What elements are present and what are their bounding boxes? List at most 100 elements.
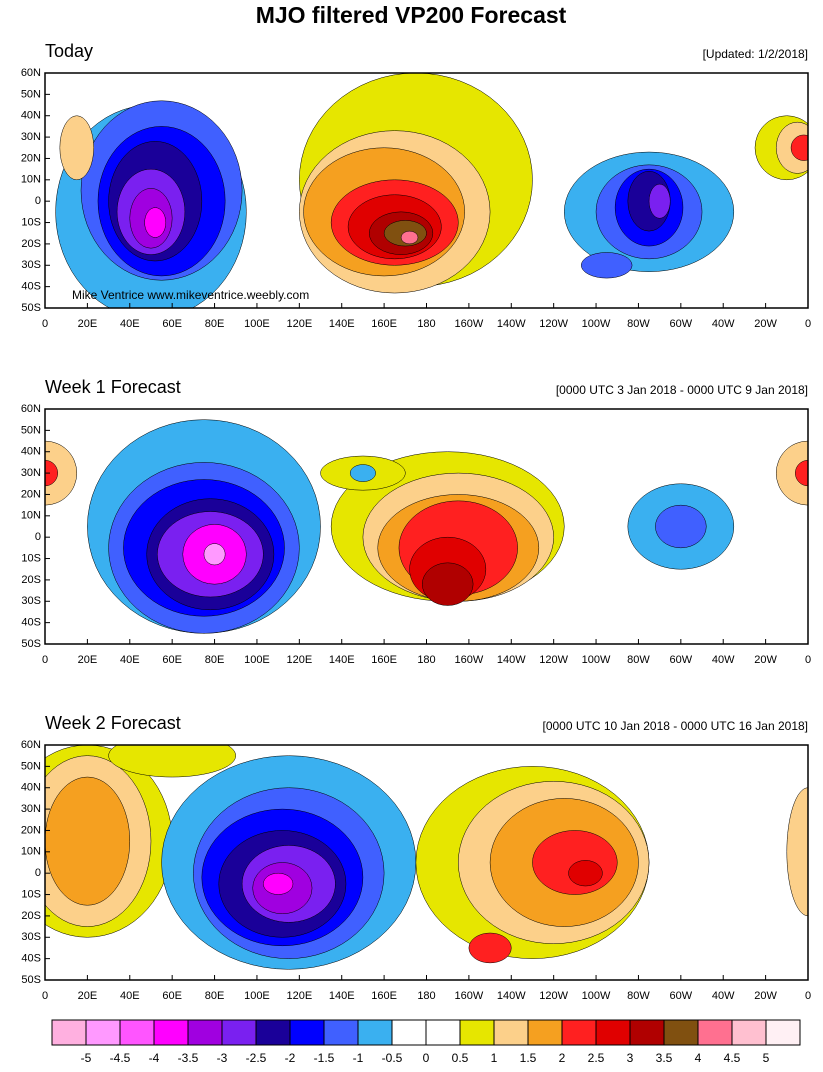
- colorbar-box: [187, 1019, 223, 1046]
- lat-label: 30N: [21, 131, 41, 143]
- lat-label: 30N: [21, 467, 41, 479]
- colorbar-box: [493, 1019, 529, 1046]
- lon-label: 120W: [539, 654, 568, 666]
- lat-label: 20S: [21, 238, 41, 250]
- colorbar-box: [629, 1019, 665, 1046]
- lon-label: 60E: [162, 654, 182, 666]
- colorbar-box: [357, 1019, 393, 1046]
- lon-label: 80E: [205, 990, 225, 1002]
- colorbar-box: [731, 1019, 767, 1046]
- lon-label: 140W: [497, 318, 526, 330]
- lon-label: 120E: [286, 654, 312, 666]
- contour-region: [422, 562, 474, 606]
- colorbar-label: -4.5: [110, 1051, 131, 1065]
- contour-region: [45, 776, 131, 906]
- contour-region: [568, 860, 603, 887]
- lat-label: 30S: [21, 595, 41, 607]
- lat-label: 0: [35, 195, 41, 207]
- colorbar-label: -4: [149, 1051, 160, 1065]
- lon-label: 0: [805, 990, 811, 1002]
- lon-label: 20W: [754, 654, 777, 666]
- colorbar-label: -1.5: [314, 1051, 335, 1065]
- colorbar-label: 0: [423, 1051, 430, 1065]
- lon-label: 80W: [627, 654, 650, 666]
- map-panel: Week 1 Forecast [0000 UTC 3 Jan 2018 - 00…: [21, 377, 811, 666]
- contour-region: [45, 440, 78, 506]
- colorbar-box: [221, 1019, 257, 1046]
- contour-region: [468, 932, 512, 964]
- lat-label: 20S: [21, 910, 41, 922]
- lat-label: 10S: [21, 552, 41, 564]
- contour-region: [532, 830, 618, 895]
- lat-label: 30N: [21, 803, 41, 815]
- lon-label: 100W: [582, 318, 611, 330]
- lon-label: 40E: [120, 990, 140, 1002]
- colorbar-box: [255, 1019, 291, 1046]
- lat-label: 40N: [21, 782, 41, 794]
- figure-title: MJO filtered VP200 Forecast: [256, 2, 567, 28]
- colorbar-label: -3.5: [178, 1051, 199, 1065]
- contour-region: [655, 504, 707, 549]
- panel-title: Week 1 Forecast: [45, 377, 181, 397]
- lon-label: 60W: [670, 318, 693, 330]
- lon-label: 40W: [712, 990, 735, 1002]
- lat-label: 20S: [21, 574, 41, 586]
- colorbar-box: [459, 1019, 495, 1046]
- lon-label: 160W: [455, 654, 484, 666]
- lon-label: 20E: [78, 990, 98, 1002]
- lon-label: 160E: [371, 654, 397, 666]
- lon-label: 120W: [539, 318, 568, 330]
- colorbar-box: [51, 1019, 87, 1046]
- colorbar-box: [425, 1019, 461, 1046]
- contour-region: [648, 183, 671, 219]
- lon-label: 160E: [371, 990, 397, 1002]
- colorbar-label: 3.5: [656, 1051, 673, 1065]
- lon-label: 20E: [78, 318, 98, 330]
- colorbar-box: [85, 1019, 121, 1046]
- lon-label: 100E: [244, 318, 270, 330]
- lon-label: 0: [805, 318, 811, 330]
- lat-label: 40S: [21, 281, 41, 293]
- lat-label: 60N: [21, 403, 41, 415]
- colorbar-box: [595, 1019, 631, 1046]
- lon-label: 60W: [670, 654, 693, 666]
- contour-region: [59, 115, 94, 181]
- lon-label: 40E: [120, 318, 140, 330]
- lat-label: 30S: [21, 931, 41, 943]
- lat-label: 10N: [21, 174, 41, 186]
- colorbar-box: [323, 1019, 359, 1046]
- colorbar-box: [289, 1019, 325, 1046]
- lat-label: 50S: [21, 974, 41, 986]
- lon-label: 60E: [162, 318, 182, 330]
- map-panel: Today [Updated: 1/2/2018] 60N 50N 40N 30N 20N 1…: [21, 41, 811, 330]
- lon-label: 20W: [754, 318, 777, 330]
- colorbar-label: -1: [353, 1051, 364, 1065]
- lat-label: 40N: [21, 446, 41, 458]
- lon-label: 40W: [712, 318, 735, 330]
- lon-label: 140E: [329, 654, 355, 666]
- colorbar-box: [663, 1019, 699, 1046]
- colorbar-box: [765, 1019, 801, 1046]
- colorbar-box: [153, 1019, 189, 1046]
- lat-label: 40N: [21, 110, 41, 122]
- colorbar: -5 -4.5 -4 -3.5 -3 -2.5 -2 -1.5 -1 -0.5 0 0.5 1 1.5 2 2…: [51, 1019, 801, 1065]
- colorbar-label: 4.5: [724, 1051, 741, 1065]
- contour-region: [349, 464, 376, 482]
- lat-label: 20N: [21, 824, 41, 836]
- lon-label: 20W: [754, 990, 777, 1002]
- panel-title: Week 2 Forecast: [45, 713, 181, 733]
- contour-field: [45, 73, 808, 308]
- lon-label: 180: [417, 318, 435, 330]
- lon-label: 140E: [329, 990, 355, 1002]
- lon-label: 180: [417, 654, 435, 666]
- colorbar-label: -0.5: [382, 1051, 403, 1065]
- map-panel: Week 2 Forecast [0000 UTC 10 Jan 2018 - 0…: [21, 713, 811, 1002]
- lat-label: 0: [35, 867, 41, 879]
- panel-subtitle: [0000 UTC 3 Jan 2018 - 0000 UTC 9 Jan 20…: [556, 383, 808, 397]
- lon-label: 80W: [627, 990, 650, 1002]
- lat-label: 30S: [21, 259, 41, 271]
- contour-region: [400, 230, 419, 245]
- lat-label: 10S: [21, 888, 41, 900]
- lon-label: 180: [417, 990, 435, 1002]
